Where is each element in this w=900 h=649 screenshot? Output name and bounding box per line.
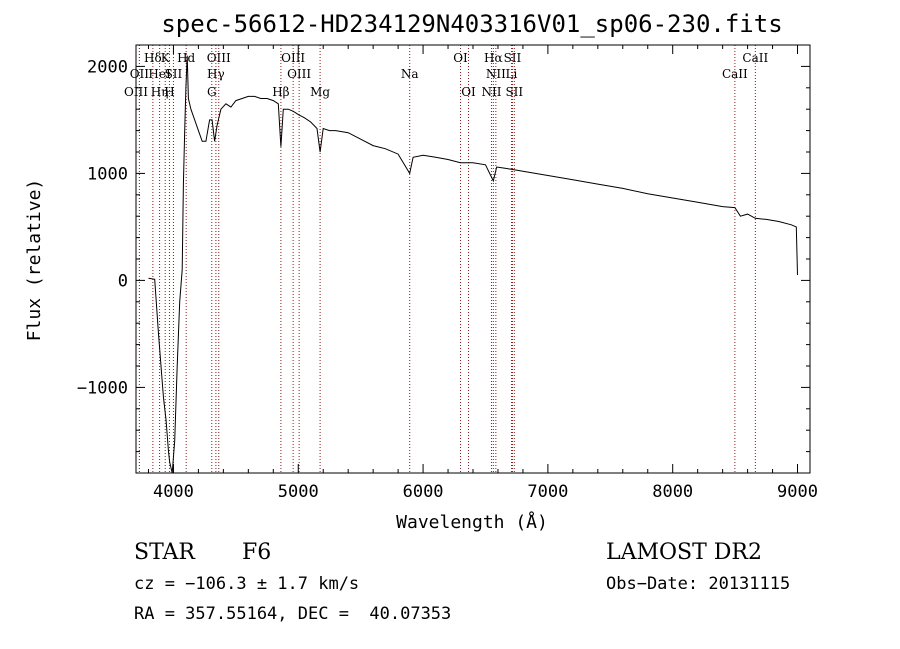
spectral-line-label: G	[207, 85, 217, 99]
spectral-line-label: Mg	[310, 85, 330, 99]
spectral-line-label: NII	[481, 85, 501, 99]
object-subclass: F6	[242, 540, 272, 565]
spectral-line-label: Na	[401, 67, 419, 81]
spectral-line-label: HeI	[148, 67, 171, 81]
x-tick-label: 7000	[527, 482, 568, 502]
spectral-line-label: Hδ	[144, 51, 162, 65]
plot-frame	[135, 44, 811, 474]
spectral-line-label: OIII	[287, 67, 311, 81]
x-tick-label: 4000	[153, 482, 194, 502]
y-axis-label: Flux (relative)	[24, 179, 45, 342]
coordinates-text: RA = 357.55164, DEC = 40.07353	[134, 604, 452, 624]
spectral-line-label: OII	[130, 67, 150, 81]
spectral-line-label: SII	[504, 51, 522, 65]
spectral-line-label: SII	[165, 67, 183, 81]
redshift-text: cz = −106.3 ± 1.7 km/s	[134, 574, 360, 594]
series-group	[148, 55, 798, 474]
spectral-line-label: NII	[486, 67, 506, 81]
spectral-line-label: K	[161, 51, 171, 65]
spectral-line-label: H	[164, 85, 174, 99]
spectral-line-label: Hγ	[207, 67, 225, 81]
observation-date: Obs−Date: 20131115	[606, 574, 791, 594]
spectral-line-label: SII	[505, 85, 523, 99]
x-tick-label: 5000	[278, 482, 319, 502]
spectral-line-label: Hd	[177, 51, 195, 65]
x-axis-label: Wavelength (Å)	[396, 511, 548, 533]
spectral-line-label: OI	[461, 85, 476, 99]
y-tick-label: 2000	[87, 57, 128, 77]
x-tick-label: 8000	[652, 482, 693, 502]
spectral-line-label: Hη	[151, 85, 169, 99]
spectral-line-label: CaII	[722, 67, 748, 81]
y-tick-label: −1000	[77, 378, 128, 398]
object-class: STAR	[134, 540, 195, 565]
spectral-line-label: OIII	[281, 51, 305, 65]
spectral-line-label: CaII	[742, 51, 768, 65]
spectral-line-label: OIII	[207, 51, 231, 65]
spectral-line-label: Hα	[484, 51, 503, 65]
y-axis: −1000 0 1000 2000	[77, 44, 810, 474]
spectral-line-label: Hβ	[272, 85, 289, 99]
chart-title: spec-56612-HD234129N403316V01_sp06-230.f…	[161, 10, 782, 38]
x-tick-label: 6000	[403, 482, 444, 502]
spectrum-line	[148, 55, 798, 474]
y-tick-label: 1000	[87, 164, 128, 184]
y-tick-label: 0	[118, 271, 128, 291]
x-axis: 4000 5000 6000 7000 8000 9000	[147, 45, 818, 502]
x-tick-label: 9000	[777, 482, 818, 502]
spectral-line-label: Li	[506, 67, 518, 81]
spectral-line-label: OI	[453, 51, 468, 65]
survey-name: LAMOST DR2	[606, 540, 762, 565]
spectral-line-markers	[138, 45, 756, 473]
